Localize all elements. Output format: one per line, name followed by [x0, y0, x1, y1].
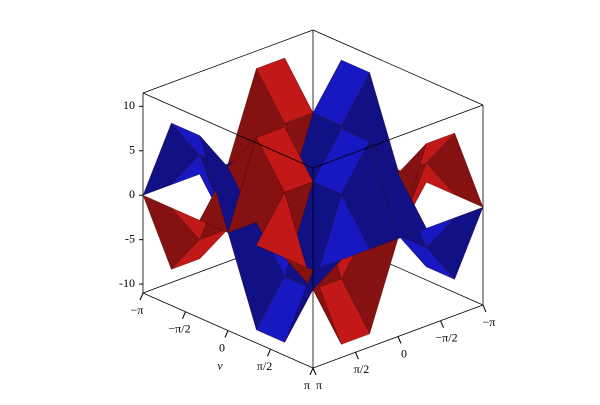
u-tick-label: π	[316, 378, 322, 392]
v-tick-label: −π/2	[168, 322, 190, 336]
box-edge	[312, 29, 484, 106]
v-tick	[224, 330, 229, 338]
box-edge	[142, 92, 314, 169]
u-tick-label: −π/2	[435, 331, 457, 345]
v-tick-label: 0	[219, 340, 225, 354]
u-tick	[355, 352, 359, 360]
v-tick	[309, 367, 314, 376]
z-tick-label: -5	[125, 231, 135, 245]
box-edge	[312, 104, 484, 169]
v-tick-label: −π	[131, 303, 144, 317]
v-tick-label: π	[304, 378, 310, 392]
v-tick	[182, 311, 186, 319]
u-tick-label: π/2	[354, 362, 369, 376]
u-tick	[440, 320, 444, 328]
v-tick	[267, 349, 271, 357]
z-tick-label: 5	[129, 143, 135, 157]
v-tick	[139, 292, 144, 301]
u-tick	[482, 304, 487, 313]
u-tick-label: −π	[483, 315, 496, 329]
u-tick-label: 0	[401, 346, 407, 360]
u-tick	[312, 367, 317, 376]
z-tick-label: 10	[123, 98, 135, 112]
u-tick	[397, 336, 402, 344]
z-tick-label: 0	[129, 187, 135, 201]
box-edge	[142, 29, 314, 94]
v-tick-label: π/2	[257, 359, 272, 373]
v-axis-label: v	[217, 358, 223, 372]
z-tick-label: -10	[119, 276, 135, 290]
